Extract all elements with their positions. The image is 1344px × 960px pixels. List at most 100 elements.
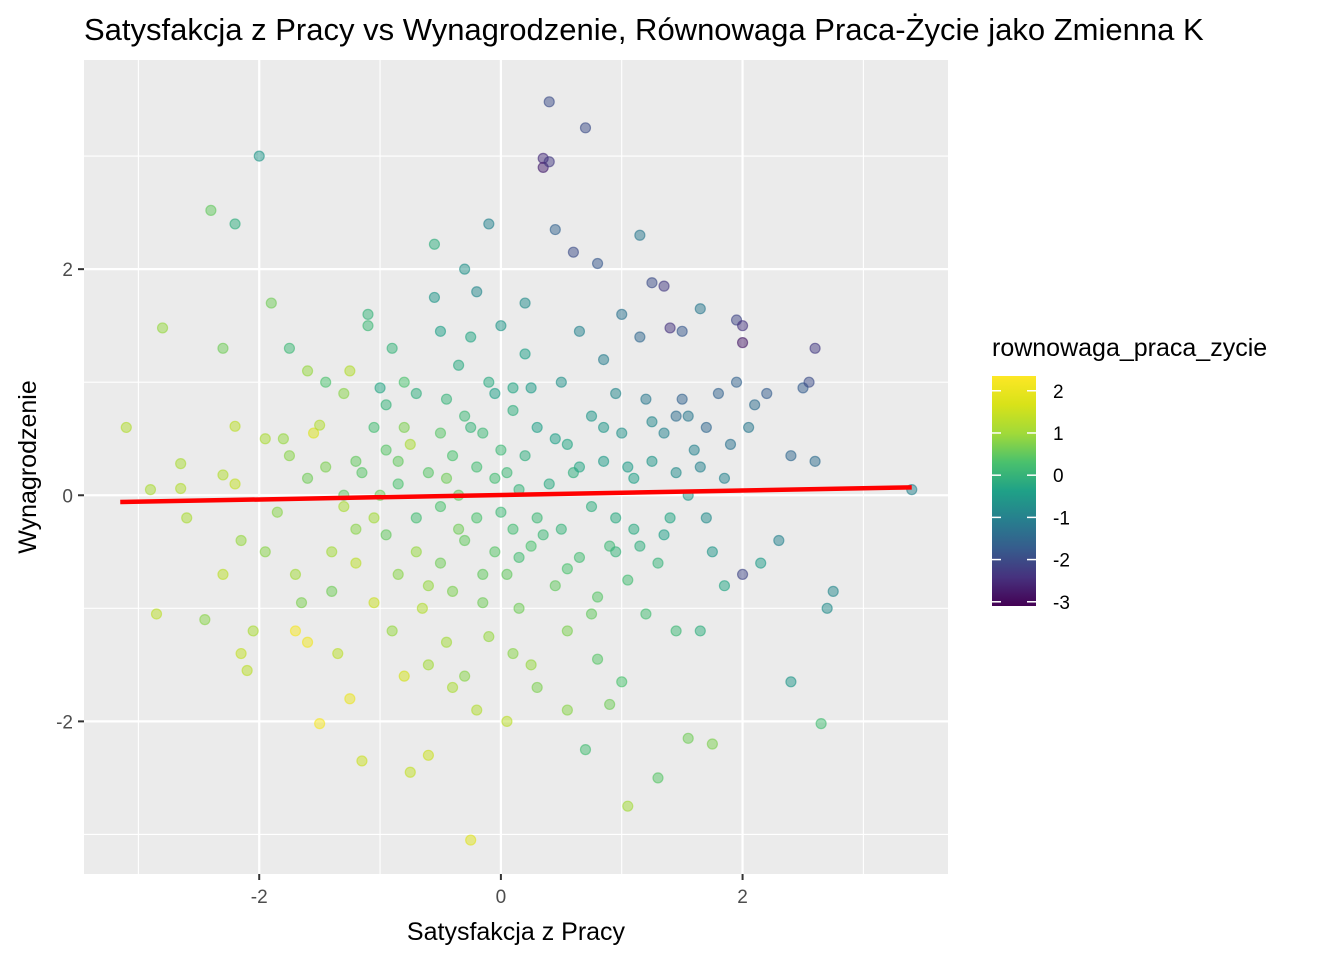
data-point xyxy=(598,353,610,366)
data-point xyxy=(326,585,338,597)
data-point xyxy=(446,585,459,597)
data-point xyxy=(283,342,296,354)
data-point xyxy=(604,698,616,711)
data-point xyxy=(743,421,755,434)
data-point xyxy=(555,376,567,388)
data-point xyxy=(235,534,247,547)
data-point xyxy=(350,455,362,467)
data-point xyxy=(386,342,398,354)
data-point xyxy=(477,427,489,439)
data-point xyxy=(543,478,555,490)
data-point xyxy=(495,444,507,456)
data-point xyxy=(265,297,277,309)
data-point xyxy=(229,478,241,490)
data-point xyxy=(573,325,586,337)
data-point xyxy=(700,421,712,434)
data-point xyxy=(634,540,646,552)
data-point xyxy=(652,772,664,784)
data-point xyxy=(682,732,694,744)
data-point xyxy=(519,348,531,360)
data-point xyxy=(815,718,827,730)
data-point xyxy=(809,342,821,354)
data-point xyxy=(688,444,700,456)
data-point xyxy=(736,568,749,581)
data-point xyxy=(217,342,229,354)
data-point xyxy=(483,376,495,388)
legend-title: rownowaga_praca_zycie xyxy=(992,334,1267,362)
data-point xyxy=(434,500,447,513)
data-point xyxy=(259,433,271,445)
data-point xyxy=(320,461,332,473)
data-point xyxy=(338,500,350,513)
data-point xyxy=(175,458,187,470)
data-point xyxy=(700,512,712,524)
data-point xyxy=(634,229,646,241)
data-point xyxy=(598,455,610,467)
data-point xyxy=(453,359,465,371)
data-point xyxy=(718,580,731,592)
data-point xyxy=(610,546,622,558)
data-point xyxy=(755,557,767,569)
data-point xyxy=(537,529,549,541)
data-point xyxy=(785,450,797,462)
data-point xyxy=(585,410,598,422)
data-point xyxy=(471,512,483,524)
data-point xyxy=(549,580,561,592)
data-point xyxy=(495,506,507,518)
data-point xyxy=(622,574,634,586)
data-point xyxy=(181,512,193,524)
data-point xyxy=(144,484,157,496)
data-point xyxy=(356,755,368,767)
x-tick-label: -2 xyxy=(251,887,268,908)
data-point xyxy=(664,512,676,524)
data-point xyxy=(694,303,706,315)
data-point xyxy=(694,625,706,637)
data-point xyxy=(658,427,670,439)
data-point xyxy=(628,472,640,484)
data-point xyxy=(591,653,604,665)
data-point xyxy=(724,438,737,450)
data-point xyxy=(640,393,652,405)
legend-tick-label: -1 xyxy=(1053,508,1070,529)
data-point xyxy=(217,568,229,581)
data-point xyxy=(483,630,495,643)
data-point xyxy=(344,365,356,377)
data-point xyxy=(585,500,598,513)
data-point xyxy=(694,461,706,473)
data-point xyxy=(440,393,453,405)
data-point xyxy=(459,410,471,422)
data-point xyxy=(622,461,634,473)
data-point xyxy=(150,608,163,620)
data-point xyxy=(543,96,555,108)
data-point xyxy=(549,223,561,236)
data-point xyxy=(259,546,271,558)
data-point xyxy=(658,529,670,541)
data-point xyxy=(821,602,833,614)
chart-title: Satysfakcja z Pracy vs Wynagrodzenie, Ró… xyxy=(84,12,1204,47)
data-point xyxy=(652,557,664,569)
data-point xyxy=(307,427,320,439)
data-point xyxy=(380,444,392,456)
data-point xyxy=(332,647,344,660)
data-point xyxy=(314,419,326,431)
data-point xyxy=(483,218,495,230)
data-point xyxy=(736,320,749,332)
data-point xyxy=(549,433,561,445)
data-point xyxy=(374,382,386,394)
data-point xyxy=(507,523,519,535)
data-point xyxy=(453,523,465,535)
data-point xyxy=(610,387,622,400)
x-axis-title: Satysfakcja z Pracy xyxy=(407,918,626,946)
data-point xyxy=(156,322,169,334)
data-point xyxy=(398,421,410,434)
data-point xyxy=(676,325,688,337)
data-point xyxy=(616,308,628,320)
data-point xyxy=(525,382,537,394)
data-point xyxy=(682,410,694,422)
data-point xyxy=(428,238,441,250)
data-point xyxy=(320,376,332,388)
data-point xyxy=(380,399,392,411)
legend-colorbar xyxy=(992,376,1036,606)
data-point xyxy=(573,461,586,473)
data-point xyxy=(368,512,380,524)
